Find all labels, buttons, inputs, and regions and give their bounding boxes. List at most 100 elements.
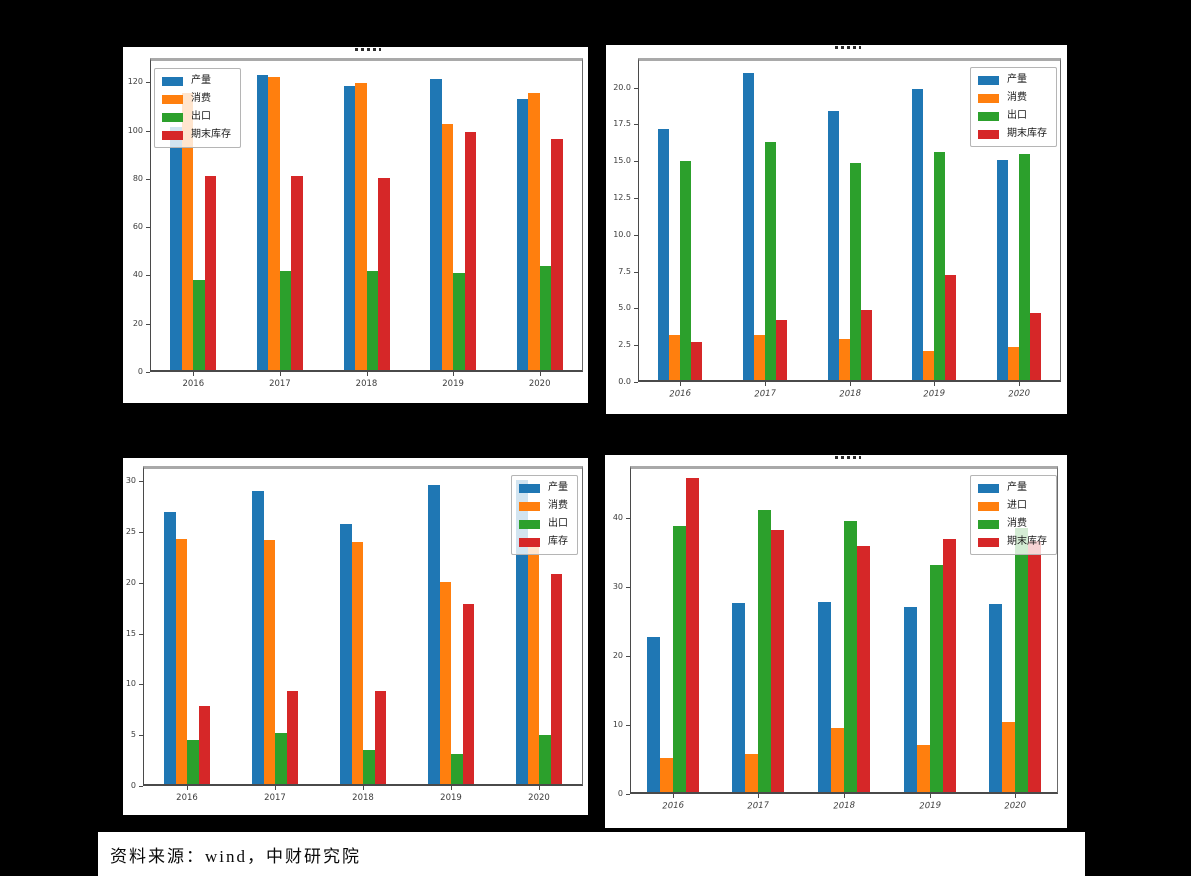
bar-库存-2019 (462, 604, 474, 786)
y-tick-label: 0 (137, 367, 143, 376)
legend-label: 出口 (1007, 110, 1027, 121)
legend-item-库存: 库存 (519, 536, 568, 548)
y-tick-label: 10.0 (613, 229, 631, 239)
legend-swatch (162, 130, 183, 140)
bar-消费-2017 (753, 334, 765, 382)
y-tick-mark (146, 178, 150, 180)
x-tick-mark (275, 786, 276, 790)
bar-出口-2016 (187, 740, 199, 786)
legend-swatch (978, 519, 999, 529)
x-tick-label: 2017 (753, 388, 777, 400)
bar-产量-2016 (164, 511, 176, 786)
bar-出口-2019 (453, 273, 465, 372)
x-tick-mark (934, 382, 936, 386)
y-tick-label: 40 (612, 512, 623, 522)
bar-产量-2018 (827, 111, 839, 382)
bar-进口-2017 (745, 753, 759, 794)
y-tick-label: 60 (132, 222, 143, 232)
bar-出口-2016 (193, 280, 205, 372)
y-tick-label: 20 (125, 577, 136, 587)
bar-进口-2020 (1002, 722, 1016, 794)
legend-label: 消费 (191, 93, 211, 104)
x-tick-mark (849, 382, 851, 386)
bar-消费-2019 (439, 581, 451, 786)
legend-item-消费: 消费 (978, 518, 1047, 530)
bar-出口-2017 (275, 733, 287, 786)
x-tick-label: 2019 (922, 388, 946, 400)
bar-消费-2020 (1015, 528, 1029, 794)
x-tick-mark (1015, 794, 1017, 798)
x-tick-mark (453, 372, 455, 376)
bar-消费-2020 (528, 93, 540, 372)
x-tick-mark (366, 372, 368, 376)
y-tick-label: 120 (127, 77, 143, 87)
legend-label: 产量 (191, 75, 211, 86)
legend: 产量消费出口库存 (511, 475, 578, 555)
chart-panel-top-right: 2016 2017 2018 2019 2020 0.0 2.5 5.0 7.5 10.0 12.5… (606, 45, 1067, 414)
legend-swatch (978, 93, 999, 103)
y-tick-label: 20.0 (613, 82, 631, 92)
y-tick-mark (626, 586, 630, 588)
y-tick-mark (139, 582, 143, 584)
x-tick-mark (539, 372, 541, 376)
clipped-title-fragment (835, 46, 861, 49)
bar-期末库存-2016 (691, 342, 703, 382)
legend-item-进口: 进口 (978, 500, 1047, 512)
y-tick-mark (626, 794, 630, 795)
bar-消费-2019 (923, 351, 935, 382)
bar-期末库存-2017 (771, 530, 785, 794)
bar-期末库存-2016 (204, 176, 217, 372)
bar-进口-2016 (659, 758, 673, 794)
bar-消费-2018 (838, 339, 850, 382)
bar-产量-2020 (989, 604, 1003, 794)
legend-swatch (978, 537, 999, 547)
x-tick-mark (1018, 382, 1020, 386)
bar-出口-2019 (451, 753, 463, 786)
y-tick-label: 15.0 (613, 156, 631, 166)
legend-label: 消费 (548, 500, 568, 511)
y-tick-label: 15 (125, 628, 136, 638)
y-tick-label: 2.5 (618, 340, 631, 350)
bar-出口-2018 (363, 750, 375, 786)
x-tick-label: 2016 (661, 800, 685, 812)
x-tick-mark (764, 382, 766, 386)
y-tick-mark (146, 82, 150, 84)
y-tick-label: 20 (612, 650, 623, 660)
bar-出口-2016 (680, 161, 692, 382)
x-tick-label: 2017 (269, 379, 291, 389)
legend-label: 产量 (548, 482, 568, 493)
x-tick-mark (680, 382, 682, 386)
y-tick-mark (634, 345, 638, 347)
bar-期末库存-2020 (1029, 312, 1041, 382)
legend-label: 出口 (548, 518, 568, 529)
legend-item-出口: 出口 (519, 518, 568, 530)
x-tick-mark (844, 794, 845, 798)
bar-出口-2020 (1018, 153, 1030, 382)
y-tick-label: 80 (132, 173, 143, 183)
bar-产量-2017 (732, 603, 746, 794)
legend-label: 产量 (1007, 74, 1027, 85)
bar-期末库存-2018 (857, 546, 870, 794)
x-tick-label: 2018 (832, 800, 856, 812)
bar-期末库存-2018 (860, 309, 872, 382)
x-tick-label: 2020 (1006, 388, 1031, 400)
y-tick-mark (626, 724, 630, 726)
bar-消费-2019 (441, 124, 454, 372)
bar-消费-2020 (527, 544, 539, 786)
bar-消费-2016 (669, 334, 681, 382)
legend: 产量 消费 出口 期末库存 (154, 68, 241, 148)
x-tick-mark (451, 786, 452, 790)
x-tick-label: 2017 (746, 800, 771, 812)
bar-消费-2018 (844, 520, 857, 794)
y-tick-mark (146, 323, 150, 325)
legend-label: 出口 (191, 111, 211, 122)
bar-出口-2020 (539, 265, 552, 372)
legend-swatch (978, 111, 999, 121)
bar-产量-2017 (742, 72, 754, 382)
bar-产量-2016 (658, 128, 670, 382)
y-tick-mark (146, 372, 150, 373)
legend: 产量 进口 消费 期末库存 (970, 475, 1057, 555)
bar-出口-2017 (279, 270, 292, 372)
bar-出口-2018 (849, 162, 861, 382)
clipped-title-fragment (355, 48, 381, 51)
